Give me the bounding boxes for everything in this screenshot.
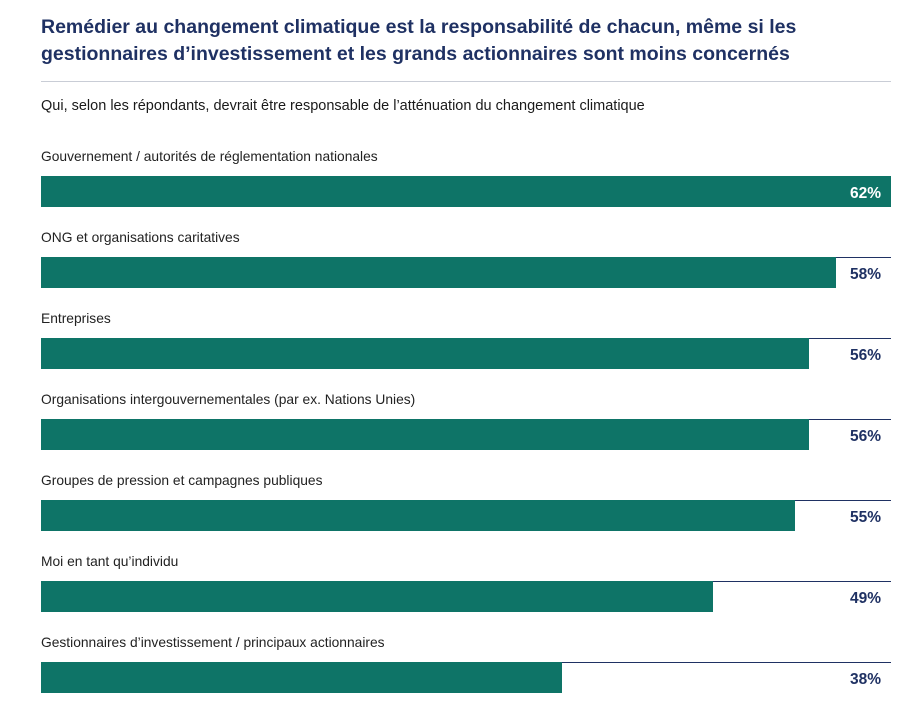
category-label: Groupes de pression et campagnes publiqu… [41,473,323,488]
category-label: Gestionnaires d’investissement / princip… [41,635,385,650]
value-label: 55% [849,509,881,526]
bar [41,581,713,612]
value-label: 58% [849,266,881,283]
category-label: Entreprises [41,311,111,326]
bar [41,176,891,207]
bar-track-rule [795,500,891,501]
value-label: 56% [849,428,881,445]
chart-subtitle: Qui, selon les répondants, devrait être … [41,98,645,114]
bar-track-rule [836,257,891,258]
chart-title: Remédier au changement climatique est la… [41,16,797,65]
bar [41,500,795,531]
title-divider [41,81,891,82]
bar-track-rule [809,419,891,420]
bar-track-rule [562,662,891,663]
bar-track-rule [713,581,891,582]
value-label: 62% [849,185,881,202]
bar [41,662,562,693]
category-label: ONG et organisations caritatives [41,230,240,245]
category-label: Gouvernement / autorités de réglementati… [41,149,378,164]
category-label: Moi en tant qu’individu [41,554,179,569]
value-label: 56% [849,347,881,364]
value-label: 38% [849,671,881,688]
category-label: Organisations intergouvernementales (par… [41,392,416,407]
bar [41,338,809,369]
value-label: 49% [849,590,881,607]
bar [41,257,836,288]
bar-track-rule [809,338,891,339]
bar [41,419,809,450]
